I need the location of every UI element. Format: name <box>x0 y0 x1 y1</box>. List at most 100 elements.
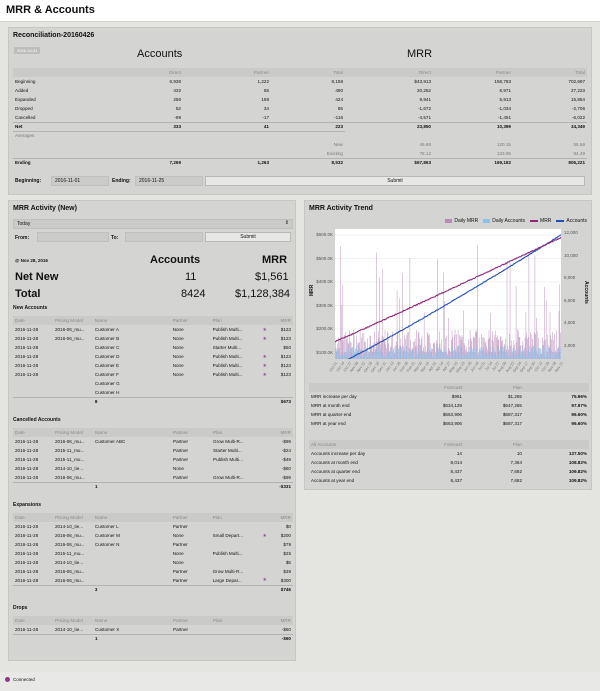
table-row[interactable]: 2016-11-28 2016-06_mu... Customer N Partner… <box>13 540 293 549</box>
cell: 34 <box>263 106 269 111</box>
cell: 158,783 <box>494 79 511 84</box>
cell: 6,936 <box>169 79 182 84</box>
cell: None <box>172 354 184 359</box>
y-left-label: MRR <box>309 284 315 296</box>
daily-mrr-bar <box>469 330 471 359</box>
daily-mrr-bar <box>496 337 497 359</box>
cell: $39 <box>283 569 291 574</box>
col-header: Date <box>13 316 53 325</box>
section: New Accounts Date Pricing Model Name Partner… <box>13 305 293 406</box>
daily-mrr-bar <box>463 342 465 359</box>
table-row[interactable]: 2016-11-28 2016-06_mu... Partner Large Depa… <box>13 576 293 585</box>
cell: 137.50% <box>568 451 587 456</box>
table-row[interactable]: 2016-11-28 2014-10_tie... Customer L Partne… <box>13 522 293 531</box>
daily-mrr-bar <box>492 330 493 359</box>
col-header: Partner <box>171 616 211 625</box>
cell: 169,182 <box>433 157 513 167</box>
table-row[interactable]: 2016-11-28 2015-11_mu... Partner Starter Mu… <box>13 446 293 455</box>
mrr-line <box>335 236 561 343</box>
cell: 1 <box>93 481 171 491</box>
table-row[interactable]: 2016-11-28 2014-10_tie... None $5 <box>13 558 293 567</box>
daily-mrr-bar <box>521 345 523 359</box>
cell: Grow Multi-R... <box>212 569 244 574</box>
table-row[interactable]: 2016-11-28 2016-06_mu... Customer A None Pub… <box>13 325 293 334</box>
reconciliation-panel: Reconciliation-20160426 2016-10-31 Accou… <box>8 27 592 195</box>
daily-mrr-bar <box>344 334 345 359</box>
daily-mrr-bar <box>473 336 475 359</box>
accounts-line <box>346 234 561 359</box>
cell: Publish Multi... <box>212 354 243 359</box>
cell <box>93 549 171 558</box>
cell <box>53 343 93 352</box>
star-icon <box>261 473 269 482</box>
cell: -2,706 <box>571 106 585 111</box>
cell <box>93 558 171 567</box>
table-row[interactable]: 2016-11-28 2014-10_tie... None -$60 <box>13 464 293 473</box>
cell: 2016-11-28 <box>15 466 39 471</box>
table-header: Date Pricing Model Name Partner Plan MRR <box>13 428 293 437</box>
star-icon <box>261 558 269 567</box>
cell: $687,317 <box>502 421 522 426</box>
daily-mrr-bar <box>343 340 344 359</box>
table-row[interactable]: 2016-11-28 2016-06_mu... Customer B None Pub… <box>13 334 293 343</box>
y-right-tick: 2,000 <box>564 342 576 348</box>
activity-submit-button[interactable]: Submit <box>205 232 291 242</box>
cell: 2014-10_tie... <box>54 560 84 565</box>
table-row[interactable]: 2016-11-28 Customer C None Starter Multi...… <box>13 343 293 352</box>
ending-date-input[interactable]: 2016-11-25 <box>135 176 203 186</box>
cell: 2016-11-28 <box>15 336 39 341</box>
table-row[interactable]: 2016-11-28 2016-06_mu... Customer M None Sma… <box>13 531 293 540</box>
cell: Publish Multi... <box>212 551 243 556</box>
table-row[interactable]: 2016-11-28 2015-11_mu... Partner Publish Mu… <box>13 455 293 464</box>
daily-mrr-bar <box>551 331 553 359</box>
table-row[interactable]: 2016-11-28 2016-06_mu... Customer ABC Partn… <box>13 437 293 446</box>
table-row[interactable]: 2016-11-28 2014-10_tie... Customer X Partne… <box>13 625 293 634</box>
legend-item[interactable]: Daily Accounts <box>483 218 525 224</box>
star-icon <box>261 625 269 634</box>
daily-mrr-bar <box>450 351 451 359</box>
cell: 2016-11-28 <box>15 560 39 565</box>
cell: $123 <box>280 336 291 341</box>
daily-mrr-bar <box>475 331 476 359</box>
cell <box>170 396 211 406</box>
cell: Accounts at year end <box>311 478 355 483</box>
from-input[interactable] <box>37 232 109 242</box>
reconciliation-submit-button[interactable]: Submit <box>205 176 585 186</box>
table-row: Accounts at quarter end 8,437 7,682 109.82% <box>309 467 589 476</box>
legend-item[interactable]: MRR <box>530 218 551 224</box>
daily-mrr-bar <box>516 342 518 359</box>
top-bar <box>0 0 600 22</box>
table-row[interactable]: 2016-11-28 Customer D None Publish Multi...… <box>13 352 293 361</box>
cell <box>13 633 53 643</box>
table-row[interactable]: 2016-11-28 2016-06_mu... Partner Grow Multi… <box>13 473 293 482</box>
daily-mrr-bar <box>509 262 511 359</box>
daily-mrr-bar <box>448 317 449 359</box>
star-icon <box>261 446 269 455</box>
legend-item[interactable]: Accounts <box>556 218 587 224</box>
cell: -$99 <box>281 439 291 444</box>
cell: None <box>173 466 184 471</box>
daily-mrr-bar <box>525 312 527 359</box>
legend-swatch-icon <box>530 220 539 222</box>
daily-mrr-bar <box>560 332 561 359</box>
to-input[interactable] <box>125 232 203 242</box>
cell <box>53 361 93 370</box>
col-header: Plan <box>211 428 261 437</box>
daily-mrr-bar <box>513 340 515 359</box>
section-table: Date Pricing Model Name Partner Plan MRR 2016-… <box>13 513 293 594</box>
chart-legend: Daily MRR Daily Accounts MRR Accounts <box>440 218 587 224</box>
daily-mrr-bar <box>353 329 354 359</box>
daily-mrr-bar <box>410 340 411 359</box>
cell <box>261 481 269 491</box>
cell: 34,349 <box>513 121 587 131</box>
col-header: Name <box>92 513 171 522</box>
table-row[interactable]: Customer H <box>13 388 293 397</box>
period-select[interactable]: Today ⇕ <box>13 219 293 229</box>
legend-item[interactable]: Daily MRR <box>445 218 478 224</box>
table-row[interactable]: Customer G <box>13 379 293 388</box>
table-row[interactable]: 2016-11-28 Customer E None Publish Multi...… <box>13 361 293 370</box>
table-row[interactable]: 2016-11-28 Customer F None Publish Multi...… <box>13 370 293 379</box>
table-row[interactable]: 2016-11-28 2015-11_mu... None Publish Multi… <box>13 549 293 558</box>
table-row[interactable]: 2016-11-28 2016-06_mu... Partner Grow Multi… <box>13 567 293 576</box>
beginning-date-input[interactable]: 2016-11-01 <box>51 176 109 186</box>
